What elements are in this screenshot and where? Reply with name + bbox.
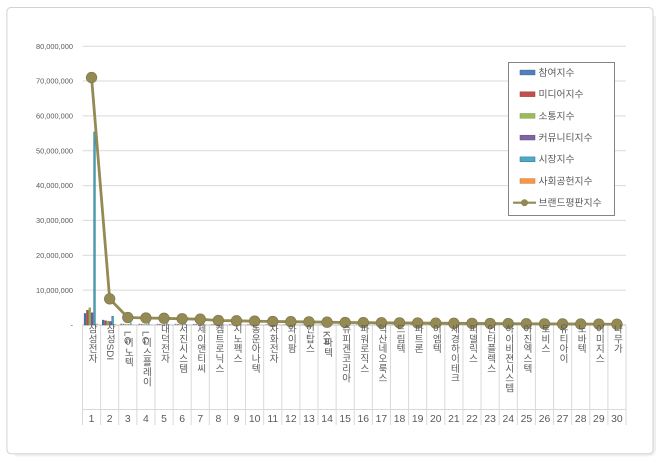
svg-text:17: 17: [376, 414, 388, 425]
svg-text:드림텍: 드림텍: [394, 324, 405, 354]
svg-text:이엠텍: 이엠텍: [430, 324, 441, 354]
svg-text:30,000,000: 30,000,000: [36, 216, 73, 225]
svg-text:10,000,000: 10,000,000: [36, 286, 73, 295]
svg-text:26: 26: [539, 414, 551, 425]
svg-text:시장지수: 시장지수: [539, 154, 575, 166]
svg-text:60,000,000: 60,000,000: [36, 112, 73, 121]
svg-text:7: 7: [197, 414, 203, 425]
svg-text:시노펙스: 시노펙스: [231, 324, 242, 363]
svg-text:파트론: 파트론: [412, 324, 423, 354]
svg-text:동운아나텍: 동운아나텍: [249, 324, 260, 374]
svg-text:대덕전자: 대덕전자: [159, 324, 170, 364]
svg-text:25: 25: [521, 414, 533, 425]
svg-text:하이비젼시스템: 하이비젼시스템: [503, 323, 514, 393]
svg-text:9: 9: [234, 414, 240, 425]
svg-text:삼성SDI: 삼성SDI: [104, 324, 115, 360]
svg-text:인터플렉스: 인터플렉스: [485, 324, 496, 373]
svg-text:유티아이: 유티아이: [557, 324, 568, 364]
svg-text:40,000,000: 40,000,000: [36, 181, 73, 190]
svg-text:21: 21: [448, 414, 460, 425]
svg-text:아진엑스텍: 아진엑스텍: [521, 324, 532, 374]
svg-text:1: 1: [89, 414, 95, 425]
svg-text:19: 19: [412, 414, 424, 425]
svg-text:2: 2: [107, 414, 113, 425]
svg-text:5: 5: [161, 414, 167, 425]
svg-text:이노텍: 이노텍: [122, 338, 133, 368]
svg-text:소통지수: 소통지수: [539, 110, 575, 122]
svg-text:토비스: 토비스: [539, 324, 550, 354]
svg-text:이미지스: 이미지스: [593, 324, 604, 363]
svg-text:8: 8: [215, 414, 221, 425]
svg-text:3: 3: [125, 414, 131, 425]
svg-text:20,000,000: 20,000,000: [36, 251, 73, 260]
svg-text:서진시스템: 서진시스템: [177, 324, 188, 373]
svg-text:세경하이테크: 세경하이테크: [448, 324, 459, 383]
svg-text:와이팜: 와이팜: [285, 323, 296, 353]
svg-text:슈피겐코리아: 슈피겐코리아: [340, 324, 351, 384]
svg-text:4: 4: [143, 414, 149, 425]
svg-text:27: 27: [557, 414, 569, 425]
svg-text:덕산네오룩스: 덕산네오룩스: [376, 324, 387, 383]
svg-text:16: 16: [358, 414, 370, 425]
svg-text:커뮤니티지수: 커뮤니티지수: [539, 132, 593, 144]
svg-text:바텍: 바텍: [322, 338, 333, 358]
svg-text:13: 13: [303, 414, 315, 425]
svg-text:12: 12: [285, 414, 297, 425]
svg-text:20: 20: [430, 414, 442, 425]
svg-text:15: 15: [339, 414, 351, 425]
svg-text:참여지수: 참여지수: [539, 67, 575, 79]
svg-text:30: 30: [611, 414, 623, 425]
svg-text:80,000,000: 80,000,000: [36, 42, 73, 51]
svg-text:디스플레이: 디스플레이: [140, 338, 151, 388]
svg-text:11: 11: [267, 414, 278, 425]
svg-text:인탑스: 인탑스: [303, 324, 314, 354]
svg-text:6: 6: [179, 414, 185, 425]
svg-text:29: 29: [593, 414, 605, 425]
svg-text:파워로직스: 파워로직스: [358, 324, 369, 373]
svg-text:피델릭스: 피델릭스: [467, 324, 478, 363]
svg-text:22: 22: [466, 414, 478, 425]
svg-text:70,000,000: 70,000,000: [36, 77, 73, 86]
svg-text:23: 23: [484, 414, 496, 425]
svg-text:14: 14: [321, 414, 333, 425]
svg-text:삼성전자: 삼성전자: [86, 324, 97, 364]
svg-text:24: 24: [502, 414, 514, 425]
svg-text:28: 28: [575, 414, 587, 425]
svg-text:50,000,000: 50,000,000: [36, 146, 73, 155]
svg-text:18: 18: [394, 414, 406, 425]
svg-text:브랜드평판지수: 브랜드평판지수: [539, 197, 602, 209]
svg-text:사회공헌지수: 사회공헌지수: [539, 175, 593, 187]
svg-text:켐트로닉스: 켐트로닉스: [213, 323, 224, 373]
svg-text:10: 10: [249, 414, 261, 425]
svg-text:제이앤티씨: 제이앤티씨: [195, 324, 206, 373]
svg-text:미디어지수: 미디어지수: [539, 89, 584, 101]
svg-text:자화전자: 자화전자: [267, 324, 278, 364]
svg-text:노바텍: 노바텍: [575, 324, 586, 354]
svg-text:나무가: 나무가: [611, 324, 622, 354]
